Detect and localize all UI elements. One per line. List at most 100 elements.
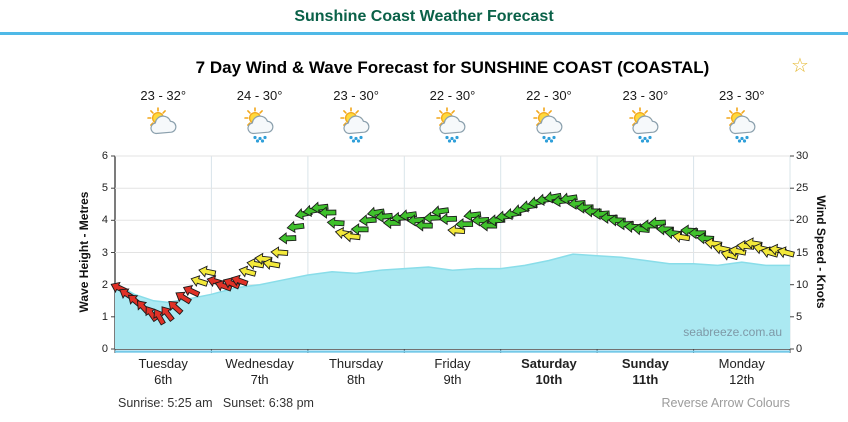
sunrise-sunset-text: Sunrise: 5:25 am Sunset: 6:38 pm xyxy=(118,396,314,410)
wind-arrow xyxy=(431,205,450,218)
wind-arrow xyxy=(161,306,175,323)
wind-arrow xyxy=(222,277,241,290)
day-name: Tuesday xyxy=(138,356,188,371)
x-axis-day-label: Thursday 8th xyxy=(308,356,404,388)
wind-arrow xyxy=(310,201,329,214)
wind-arrow xyxy=(543,191,562,204)
day-name: Monday xyxy=(718,356,765,371)
x-axis-day-label: Tuesday 6th xyxy=(115,356,211,388)
wind-arrow xyxy=(318,206,337,219)
day-date: 6th xyxy=(154,372,173,387)
wind-axis-tick: 25 xyxy=(796,182,809,195)
wind-arrow xyxy=(270,246,289,259)
wind-arrow xyxy=(350,223,369,236)
seabreeze-watermark: seabreeze.com.au xyxy=(683,325,782,339)
wind-arrow xyxy=(406,214,425,227)
day-name: Wednesday xyxy=(225,356,294,371)
wave-axis-tick: 6 xyxy=(101,150,108,162)
day-temp-range: 23 - 30° xyxy=(333,88,379,103)
wave-axis-tick: 2 xyxy=(101,278,108,291)
weather-icon-showers xyxy=(501,106,597,144)
wind-arrow xyxy=(246,257,265,271)
day-temp-range: 24 - 30° xyxy=(236,88,283,103)
wind-arrow xyxy=(175,291,192,305)
wind-arrow xyxy=(567,197,586,210)
wind-arrow xyxy=(688,227,707,240)
wind-arrow xyxy=(262,257,281,271)
chart-title: 7 Day Wind & Wave Forecast for SUNSHINE … xyxy=(195,58,710,77)
wave-axis-tick: 5 xyxy=(101,182,108,195)
right-axis-title: Wind Speed - Knots xyxy=(814,195,828,309)
day-temp-range: 23 - 32° xyxy=(140,88,187,103)
day-name: Friday xyxy=(434,356,471,371)
x-axis-day-label: Friday 9th xyxy=(404,356,500,388)
wind-arrow xyxy=(575,201,594,214)
wind-arrow xyxy=(439,212,458,226)
wave-height-area xyxy=(115,254,790,349)
wind-arrow xyxy=(399,209,418,222)
day-temp-range: 23 - 30° xyxy=(622,88,669,103)
wind-arrow xyxy=(198,265,217,278)
wind-arrow xyxy=(238,265,257,278)
x-axis-day-label: Saturday 10th xyxy=(501,356,597,388)
wind-axis-tick: 5 xyxy=(796,310,803,323)
wind-arrow xyxy=(728,244,747,258)
left-axis-title: Wave Height - Metres xyxy=(77,191,91,313)
day-temp-range: 22 - 30° xyxy=(526,88,572,103)
x-axis-day-label: Wednesday 7th xyxy=(211,356,307,388)
wind-arrow xyxy=(672,230,691,244)
wind-arrow xyxy=(230,274,249,287)
wave-axis-tick: 0 xyxy=(101,343,108,355)
wave-axis-tick: 3 xyxy=(101,246,108,259)
wind-arrow xyxy=(471,214,490,227)
x-axis-day-label: Monday 12th xyxy=(694,356,790,388)
wind-arrow xyxy=(455,218,474,231)
day-date: 11th xyxy=(632,372,659,387)
wind-axis-tick: 10 xyxy=(796,278,809,291)
day-date: 7th xyxy=(250,372,269,387)
x-axis-day-label: Sunday 11th xyxy=(597,356,693,388)
wind-arrow xyxy=(607,214,626,227)
wind-arrow xyxy=(153,308,166,326)
day-date: 9th xyxy=(443,372,462,387)
wind-arrow xyxy=(776,246,795,259)
weather-icon-showers xyxy=(694,106,790,144)
wind-arrow xyxy=(190,275,209,287)
x-axis-blue-line xyxy=(115,350,790,353)
day-temp-range: 22 - 30° xyxy=(429,88,476,103)
wind-arrow xyxy=(286,220,305,234)
wind-arrow xyxy=(648,216,666,230)
day-temp-range: 23 - 30° xyxy=(718,88,765,103)
wind-arrow xyxy=(182,285,201,298)
day-name: Sunday xyxy=(621,356,669,371)
wind-arrow xyxy=(720,248,739,261)
weather-icon-showers xyxy=(211,106,307,144)
wave-axis-tick: 1 xyxy=(101,310,108,323)
wind-arrow xyxy=(168,300,184,315)
weather-icon-showers xyxy=(597,106,693,144)
weather-icon-showers xyxy=(308,106,404,144)
reverse-arrow-colours-link[interactable]: Reverse Arrow Colours xyxy=(661,396,790,410)
wind-arrow xyxy=(656,223,674,236)
wave-height-edge xyxy=(114,253,790,304)
day-name: Saturday xyxy=(521,356,577,371)
day-date: 8th xyxy=(347,372,366,387)
wind-axis-tick: 20 xyxy=(796,214,809,227)
wind-arrow xyxy=(463,209,482,222)
header-divider xyxy=(0,32,848,35)
day-date: 12th xyxy=(729,372,755,387)
wind-arrow xyxy=(591,207,610,221)
wind-axis-tick: 30 xyxy=(796,150,809,162)
day-date: 10th xyxy=(535,372,563,387)
wind-arrow xyxy=(559,192,578,205)
wind-arrow xyxy=(366,206,385,219)
wave-axis-tick: 4 xyxy=(101,214,108,227)
favorite-star-icon[interactable]: ☆ xyxy=(791,55,809,77)
wind-arrow xyxy=(374,210,393,223)
page-title: Sunshine Coast Weather Forecast xyxy=(294,8,554,25)
weather-icon-showers xyxy=(404,106,500,144)
day-name: Thursday xyxy=(328,356,384,371)
wind-arrow xyxy=(278,232,297,245)
